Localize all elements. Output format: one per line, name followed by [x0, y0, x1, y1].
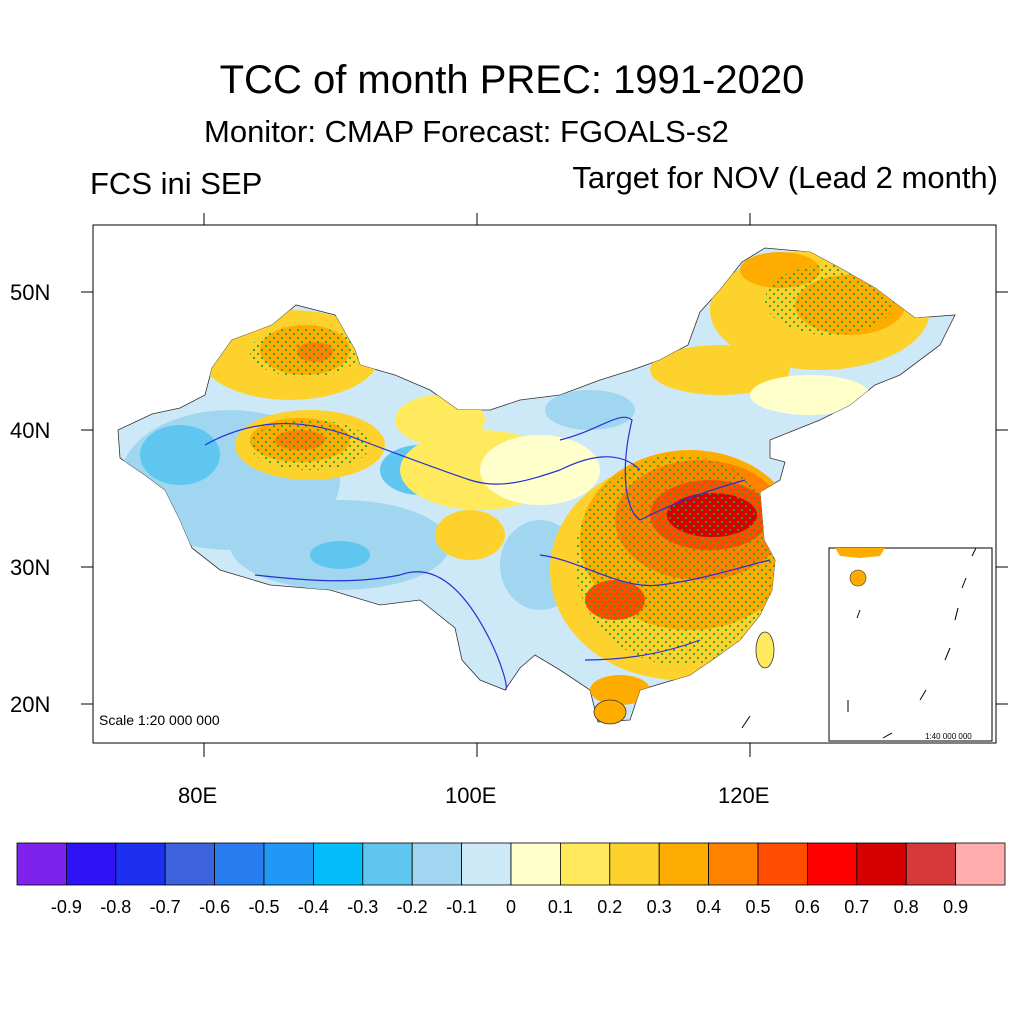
colorbar-swatch [708, 842, 759, 886]
taiwan-island [755, 631, 775, 669]
map-title: TCC of month PREC: 1991-2020 [219, 58, 805, 102]
colorbar-label: -0.2 [396, 897, 428, 917]
tcc-field [117, 247, 956, 725]
colorbar-label: 0.8 [893, 897, 919, 917]
scale-label-inset: 1:40 000 000 [925, 732, 972, 741]
colorbar-label: 0.7 [844, 897, 870, 917]
colorbar-label: 0.5 [745, 897, 771, 917]
colorbar-swatch [362, 842, 413, 886]
colorbar-swatch [312, 842, 364, 886]
colorbar-label: -0.3 [347, 897, 379, 917]
lat-label-50n: 50N [10, 280, 51, 305]
colorbar-swatch [263, 842, 314, 886]
colorbar-swatch [955, 842, 1006, 886]
lon-label-100e: 100E [445, 783, 497, 808]
colorbar-label: 0.2 [597, 897, 623, 917]
colorbar-swatch [115, 842, 166, 886]
colorbar-swatch [905, 842, 957, 886]
target-label: Target for NOV (Lead 2 month) [572, 160, 998, 195]
init-label: FCS ini SEP [90, 166, 263, 201]
colorbar-label: 0.6 [794, 897, 820, 917]
colorbar-swatch [658, 842, 710, 886]
colorbar-label: 0.4 [696, 897, 722, 917]
colorbar-swatch [757, 842, 808, 886]
colorbar-label: -0.5 [248, 897, 280, 917]
colorbar-swatch [214, 842, 265, 886]
colorbar-label: -0.1 [446, 897, 478, 917]
colorbar-swatch [510, 842, 561, 886]
colorbar-label: -0.8 [100, 897, 132, 917]
colorbar-label: 0.1 [547, 897, 573, 917]
colorbar-label: -0.6 [199, 897, 231, 917]
colorbar-label: 0 [505, 897, 517, 917]
colorbar [16, 842, 1006, 886]
colorbar-swatch [411, 842, 463, 886]
colorbar-swatch [807, 842, 858, 886]
colorbar-label: 0.9 [943, 897, 969, 917]
lon-label-120e: 120E [718, 783, 770, 808]
colorbar-label: -0.7 [149, 897, 181, 917]
colorbar-swatch [461, 842, 512, 886]
lon-label-80e: 80E [178, 783, 218, 808]
colorbar-swatch [560, 842, 611, 886]
colorbar-swatch [16, 842, 67, 886]
colorbar-label: -0.4 [297, 897, 329, 917]
colorbar-swatch [164, 842, 215, 886]
south-china-sea-inset [741, 547, 993, 742]
colorbar-label: 0.3 [646, 897, 672, 917]
lat-label-30n: 30N [10, 555, 51, 580]
colorbar-swatch [66, 842, 117, 886]
map-subtitle: Monitor: CMAP Forecast: FGOALS-s2 [204, 114, 729, 149]
scale-label-main: Scale 1:20 000 000 [99, 712, 220, 728]
hainan-island [593, 699, 627, 725]
colorbar-swatch [609, 842, 660, 886]
colorbar-swatch [856, 842, 907, 886]
map-ticks [81, 213, 1008, 757]
lat-label-20n: 20N [10, 692, 51, 717]
colorbar-label: -0.9 [50, 897, 82, 917]
lat-label-40n: 40N [10, 418, 51, 443]
